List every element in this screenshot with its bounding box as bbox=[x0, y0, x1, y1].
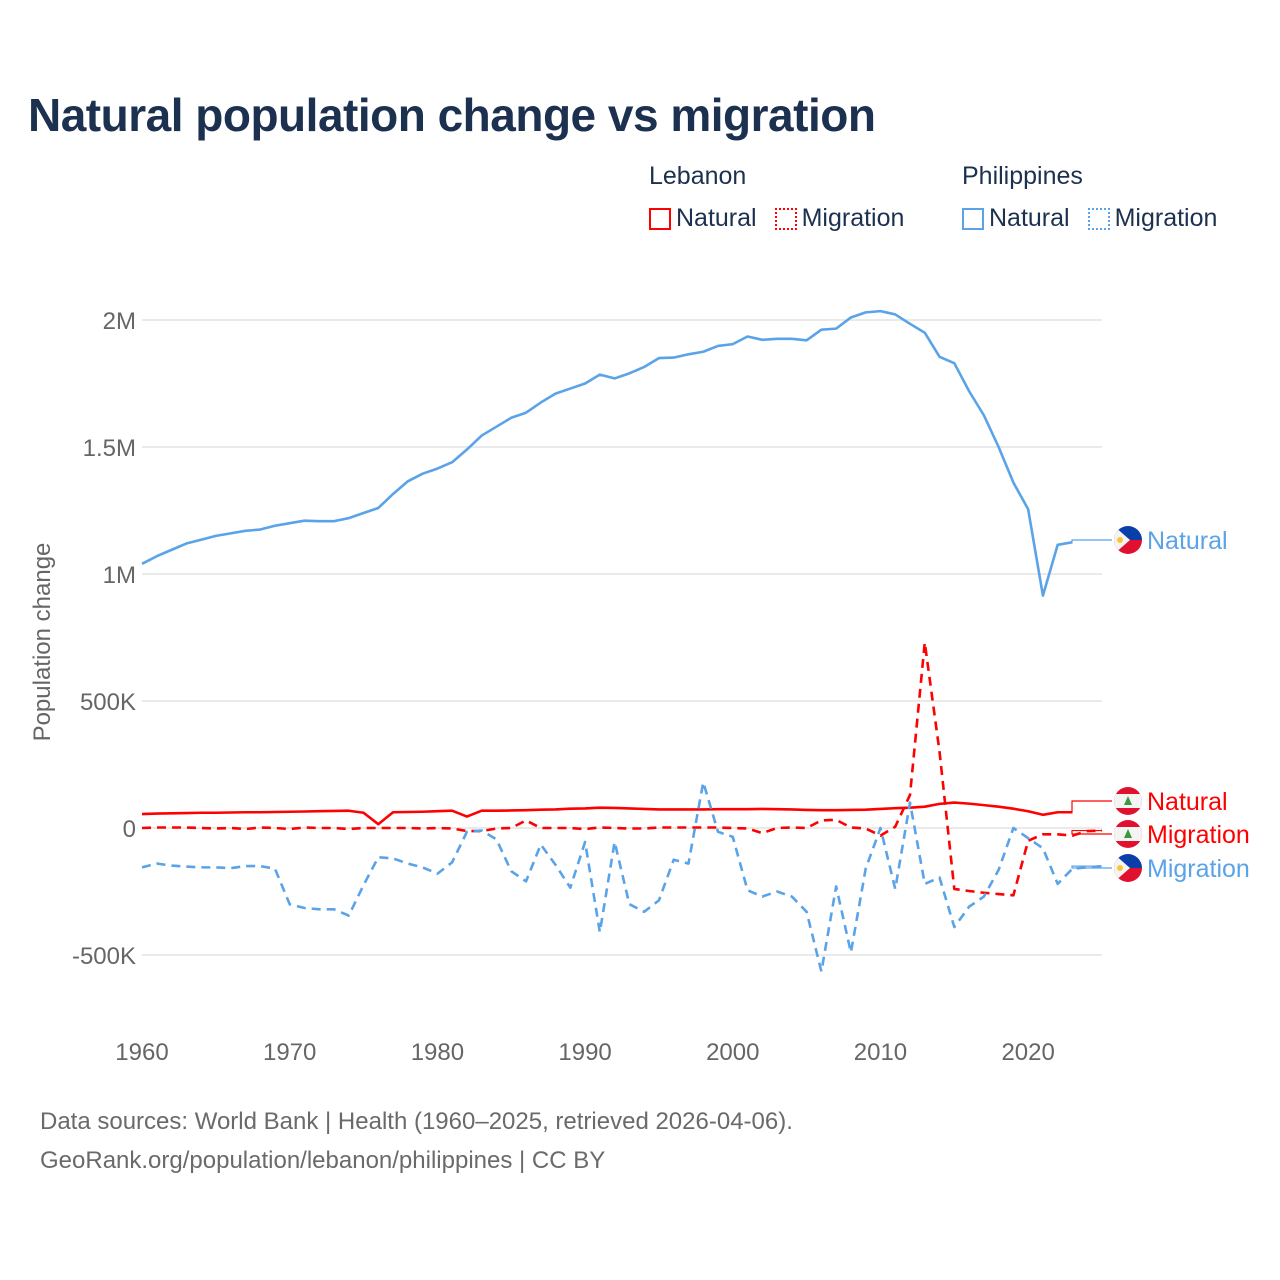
series-line-lebanon-natural bbox=[141, 801, 1073, 826]
label-connector bbox=[1071, 539, 1112, 543]
lebanon-flag-icon bbox=[1114, 820, 1142, 848]
label-connector bbox=[1071, 800, 1112, 813]
legend-label: Migration bbox=[1114, 204, 1218, 232]
series-end-label: Migration bbox=[1147, 821, 1250, 849]
lebanon-flag-icon bbox=[1114, 787, 1142, 815]
legend-swatch-solid bbox=[649, 207, 671, 230]
footer-sources: Data sources: World Bank | Health (1960–… bbox=[40, 1108, 793, 1135]
y-axis-label: Population change bbox=[29, 543, 56, 742]
philippines-flag-icon bbox=[1114, 526, 1142, 554]
y-tick-label: 500K bbox=[80, 689, 136, 716]
x-tick-label: 2020 bbox=[1001, 1039, 1054, 1066]
flag-body bbox=[1114, 787, 1142, 815]
flag-body bbox=[1114, 820, 1142, 848]
x-tick-label: 1970 bbox=[263, 1039, 316, 1066]
legend-group-lebanon: Lebanon Natural Migration bbox=[649, 162, 904, 233]
label-connector bbox=[1071, 865, 1112, 869]
legend-group-philippines: Philippines Natural Migration bbox=[962, 162, 1217, 233]
series-end-label: Natural bbox=[1147, 527, 1228, 555]
series-line-philippines-migration bbox=[141, 780, 1103, 973]
flag-cedar bbox=[1124, 796, 1132, 805]
flag-body bbox=[1114, 854, 1142, 882]
x-tick-label: 1980 bbox=[411, 1039, 464, 1066]
legend-item-philippines-migration[interactable]: Migration bbox=[1087, 204, 1218, 233]
flag-cedar bbox=[1124, 829, 1132, 838]
flag-sun bbox=[1117, 537, 1123, 543]
x-tick-label: 2010 bbox=[854, 1039, 907, 1066]
chart-title: Natural population change vs migration bbox=[28, 89, 876, 141]
legend-swatch-solid bbox=[962, 207, 984, 230]
philippines-flag-icon bbox=[1114, 854, 1142, 882]
y-tick-label: 0 bbox=[123, 816, 136, 843]
legend-heading-philippines: Philippines bbox=[962, 162, 1083, 190]
series-end-label: Migration bbox=[1147, 855, 1250, 883]
x-tick-label: 1960 bbox=[115, 1039, 168, 1066]
series-line-philippines-natural bbox=[141, 309, 1073, 597]
legend-heading-lebanon: Lebanon bbox=[649, 162, 747, 190]
x-tick-label: 2000 bbox=[706, 1039, 759, 1066]
legend-label: Migration bbox=[801, 204, 905, 232]
legend-swatch-dotted bbox=[1087, 207, 1110, 230]
y-tick-label: -500K bbox=[72, 943, 136, 970]
legend-label: Natural bbox=[989, 204, 1070, 232]
x-tick-label: 1990 bbox=[558, 1039, 611, 1066]
series-line-lebanon-migration bbox=[141, 641, 1103, 897]
legend-swatch-dotted bbox=[774, 207, 797, 230]
legend-label: Natural bbox=[676, 204, 757, 232]
label-connector bbox=[1071, 829, 1112, 835]
y-tick-label: 2M bbox=[103, 308, 136, 335]
legend-item-lebanon-migration[interactable]: Migration bbox=[774, 204, 905, 233]
legend-item-philippines-natural[interactable]: Natural bbox=[962, 204, 1070, 233]
legend-item-lebanon-natural[interactable]: Natural bbox=[649, 204, 757, 233]
flag-sun bbox=[1117, 865, 1123, 871]
footer-attribution[interactable]: GeoRank.org/population/lebanon/philippin… bbox=[40, 1147, 606, 1174]
series-end-label: Natural bbox=[1147, 788, 1228, 816]
y-tick-label: 1M bbox=[103, 562, 136, 589]
y-tick-label: 1.5M bbox=[83, 435, 136, 462]
flag-body bbox=[1114, 526, 1142, 554]
